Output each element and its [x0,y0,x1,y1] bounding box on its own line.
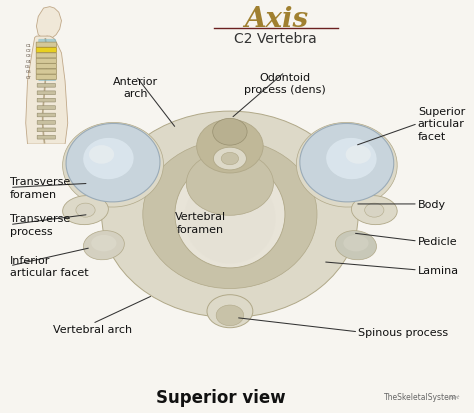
Ellipse shape [91,235,117,252]
Ellipse shape [66,124,160,202]
Text: Anterior
arch: Anterior arch [113,77,158,99]
Ellipse shape [336,231,376,260]
Ellipse shape [221,153,238,165]
Ellipse shape [346,146,371,164]
Text: Vertebral arch: Vertebral arch [53,324,132,334]
Ellipse shape [213,119,247,146]
Ellipse shape [83,231,124,260]
Ellipse shape [186,152,273,216]
Ellipse shape [175,161,285,268]
Text: Superior view: Superior view [156,388,285,406]
Text: Inferior
articular facet: Inferior articular facet [10,255,89,278]
Ellipse shape [296,123,397,208]
Ellipse shape [343,235,369,252]
Text: Superior
articular
facet: Superior articular facet [418,107,465,142]
Text: C2 Vertebra: C2 Vertebra [234,31,317,45]
Ellipse shape [143,141,317,289]
Text: Odontoid
process (dens): Odontoid process (dens) [244,73,326,95]
Ellipse shape [326,139,376,180]
Ellipse shape [351,196,397,225]
Ellipse shape [184,173,276,264]
Text: TheSkeletalSystem: TheSkeletalSystem [383,392,456,401]
Ellipse shape [101,112,358,318]
Text: Body: Body [418,199,446,209]
Ellipse shape [216,305,244,326]
Ellipse shape [197,120,263,173]
Ellipse shape [89,146,114,164]
Ellipse shape [365,204,384,218]
Text: .net: .net [447,394,460,399]
Text: Transverse
process: Transverse process [10,214,70,236]
Text: Spinous process: Spinous process [358,327,448,337]
Ellipse shape [207,295,253,328]
Ellipse shape [76,204,95,218]
Ellipse shape [213,148,246,171]
Ellipse shape [63,123,164,208]
Text: Vertebral
foramen: Vertebral foramen [174,212,226,234]
Ellipse shape [83,139,134,180]
Text: Axis: Axis [244,6,308,33]
Text: Transverse
foramen: Transverse foramen [10,177,70,199]
Text: Lamina: Lamina [418,265,459,275]
Ellipse shape [63,196,109,225]
Text: Pedicle: Pedicle [418,237,457,247]
Ellipse shape [300,124,394,202]
